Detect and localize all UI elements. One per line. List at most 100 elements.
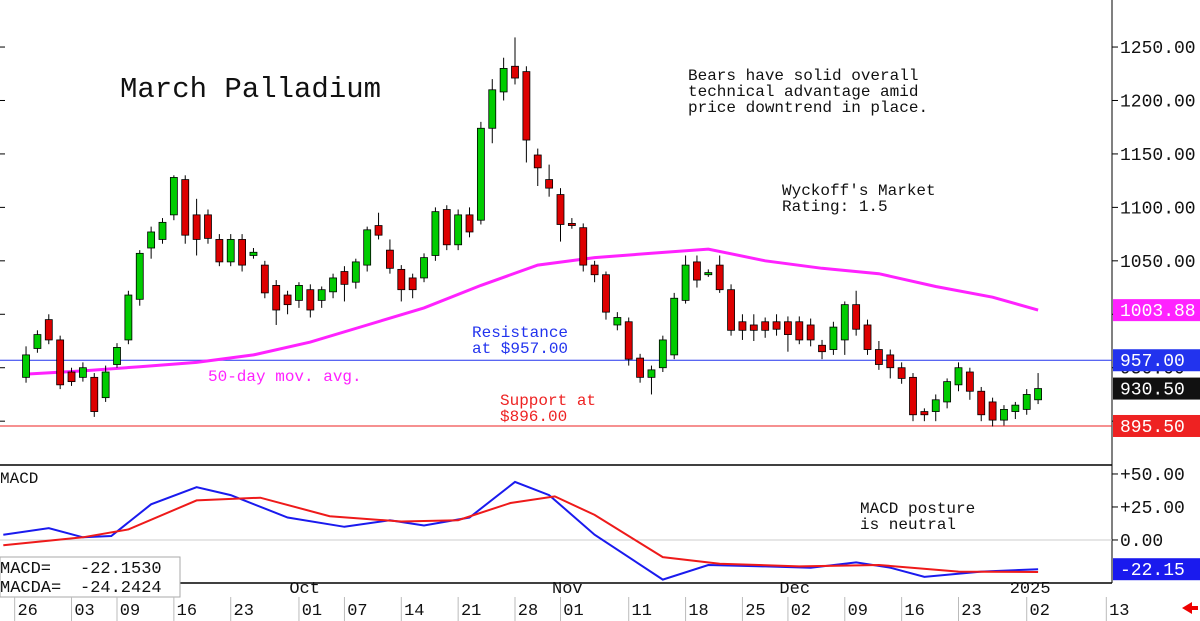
candle-body	[874, 349, 883, 365]
candle-body	[522, 71, 531, 141]
annotation: is neutral	[860, 516, 956, 534]
x-tick-label: 26	[17, 602, 37, 621]
candle-body	[624, 321, 633, 360]
candle-body	[829, 326, 838, 350]
candle-body	[22, 354, 30, 378]
candle-body	[488, 89, 497, 129]
candle-body	[704, 272, 713, 276]
candle-body	[738, 321, 747, 331]
candle-body	[283, 294, 292, 306]
candle-body	[363, 229, 372, 266]
candle-body	[931, 399, 940, 412]
level-note: Support at	[500, 392, 596, 410]
x-tick-label: 09	[120, 602, 140, 621]
candle-body	[567, 223, 576, 226]
x-tick-label: 01	[302, 602, 322, 621]
candle-body	[260, 264, 269, 294]
candle-body	[556, 194, 565, 225]
candle-body	[181, 179, 190, 236]
candle-body	[886, 354, 895, 369]
candle-body	[852, 304, 861, 330]
candle-body	[476, 127, 485, 221]
candle-body	[113, 347, 121, 365]
candle-body	[636, 357, 644, 378]
ma-badge	[1113, 299, 1200, 322]
candle-body	[545, 179, 554, 189]
candle-body	[795, 321, 804, 341]
candle-body	[988, 401, 997, 421]
candle-body	[1034, 388, 1042, 401]
candle-body	[192, 214, 201, 240]
candle-body	[272, 285, 281, 311]
readout-value: -22.1530	[80, 560, 162, 579]
x-tick-label: 28	[518, 602, 538, 621]
candle-body	[431, 211, 440, 256]
candle-body	[749, 324, 758, 331]
month-label: Nov	[552, 580, 583, 599]
candle-body	[420, 257, 428, 279]
candle-body	[943, 381, 952, 403]
candle-body	[499, 68, 508, 93]
x-tick-label: 09	[848, 602, 868, 621]
month-label: 2025	[1010, 580, 1051, 599]
candle-body	[351, 261, 360, 283]
x-tick-label: 03	[74, 602, 94, 621]
candle-body	[1000, 409, 1008, 421]
candle-body	[977, 390, 986, 416]
x-tick-label: 16	[904, 602, 924, 621]
scroll-arrow[interactable]	[1182, 602, 1198, 614]
annotation: technical advantage amid	[688, 83, 918, 101]
annotation: Wyckoff's Market	[782, 182, 936, 200]
y-tick-label: +25.00	[1120, 499, 1185, 519]
candle-body	[226, 239, 235, 263]
macd-badge-label: -22.15	[1120, 561, 1185, 581]
candle-body	[1022, 394, 1031, 410]
candle-body	[147, 231, 156, 249]
chart-title: March Palladium	[120, 73, 381, 106]
candle-body	[511, 65, 519, 79]
candle-body	[863, 324, 872, 350]
candle-body	[204, 214, 212, 239]
x-tick-label: 07	[347, 602, 367, 621]
candle-body	[101, 371, 110, 399]
x-tick-label: 16	[177, 602, 197, 621]
x-tick-label: 18	[688, 602, 708, 621]
macd-badge	[1113, 558, 1200, 581]
month-label: Dec	[779, 580, 810, 599]
candle-body	[897, 367, 906, 379]
candle-body	[386, 249, 394, 269]
level-note: $896.00	[500, 408, 567, 426]
candle-body	[670, 297, 679, 356]
candle-body	[249, 251, 258, 256]
candle-body	[78, 367, 87, 378]
level-badge	[1113, 414, 1200, 437]
candle-body	[215, 239, 224, 263]
candle-body	[169, 177, 178, 216]
overlay-label: 50-day mov. avg.	[208, 368, 362, 386]
macd-line	[3, 480, 1039, 581]
readout-name: MACD=	[0, 560, 51, 579]
candle-body	[761, 321, 770, 331]
candle-body	[238, 239, 246, 266]
level-badge-label: 895.50	[1120, 418, 1185, 438]
x-tick-label: 21	[461, 602, 481, 621]
candle-body	[397, 268, 406, 291]
readout-name: MACDA=	[0, 579, 61, 598]
readout-box	[0, 556, 181, 598]
y-tick-label: 0.00	[1120, 532, 1163, 552]
candle-body	[295, 285, 303, 301]
candle-body	[965, 371, 974, 392]
level-note: at $957.00	[472, 340, 568, 358]
candle-body	[602, 274, 610, 313]
candle-body	[818, 344, 826, 353]
candle-body	[590, 264, 599, 276]
candle-body	[56, 339, 65, 386]
y-tick-label: 1200.00	[1120, 92, 1196, 112]
level-badge-label: 957.00	[1120, 352, 1185, 372]
candle-body	[67, 371, 76, 383]
candle-body	[454, 214, 463, 246]
candle-body	[909, 376, 917, 416]
candle-body	[715, 264, 724, 291]
candle-body	[1011, 404, 1020, 412]
